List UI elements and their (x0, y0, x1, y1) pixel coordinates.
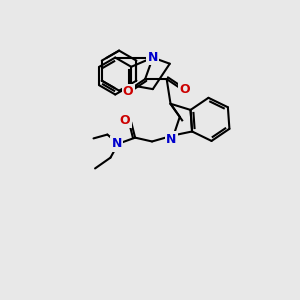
Text: O: O (123, 85, 134, 98)
Text: N: N (148, 51, 158, 64)
Text: N: N (111, 137, 122, 150)
Text: O: O (179, 83, 190, 96)
Text: O: O (120, 114, 130, 127)
Text: N: N (166, 133, 176, 146)
